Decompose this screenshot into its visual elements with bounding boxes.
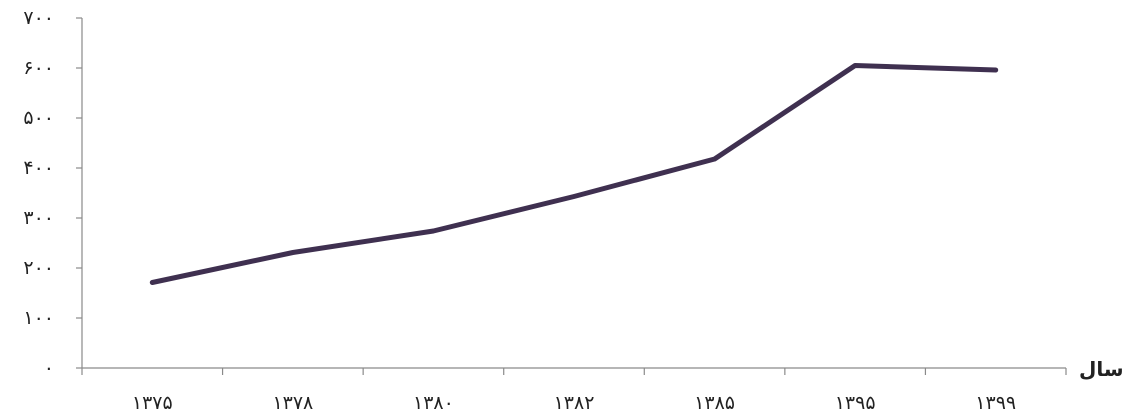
series-lines [149, 63, 999, 285]
y-tick-label: ۷۰۰ [23, 7, 54, 29]
y-tick-label: ۴۰۰ [23, 157, 54, 179]
y-tick-label: ۶۰۰ [23, 57, 54, 79]
x-tick-label: ۱۳۸۲ [554, 392, 595, 414]
x-axis-title: سال [1079, 357, 1124, 381]
x-tick-label: ۱۳۹۵ [835, 392, 876, 414]
x-tick-label: ۱۳۹۹ [975, 392, 1016, 414]
x-tick-label: ۱۳۸۵ [694, 392, 735, 414]
x-tick-label: ۱۳۷۵ [132, 392, 173, 414]
y-tick-label: ۳۰۰ [23, 207, 54, 229]
x-axis: ۱۳۷۵ ۱۳۷۸ ۱۳۸۰ ۱۳۸۲ ۱۳۸۵ ۱۳۹۵ ۱۳۹۹ [81, 367, 1067, 414]
y-tick-label: ۰ [44, 357, 54, 379]
y-tick-label: ۵۰۰ [23, 107, 54, 129]
y-tick-label: ۲۰۰ [23, 257, 54, 279]
y-tick-label: ۱۰۰ [23, 307, 54, 329]
series-line [149, 63, 999, 285]
x-tick-label: ۱۳۸۰ [413, 392, 454, 414]
y-axis: ۰ ۱۰۰ ۲۰۰ ۳۰۰ ۴۰۰ ۵۰۰ ۶۰۰ ۷۰۰ [23, 7, 83, 379]
x-tick-label: ۱۳۷۸ [272, 392, 313, 414]
